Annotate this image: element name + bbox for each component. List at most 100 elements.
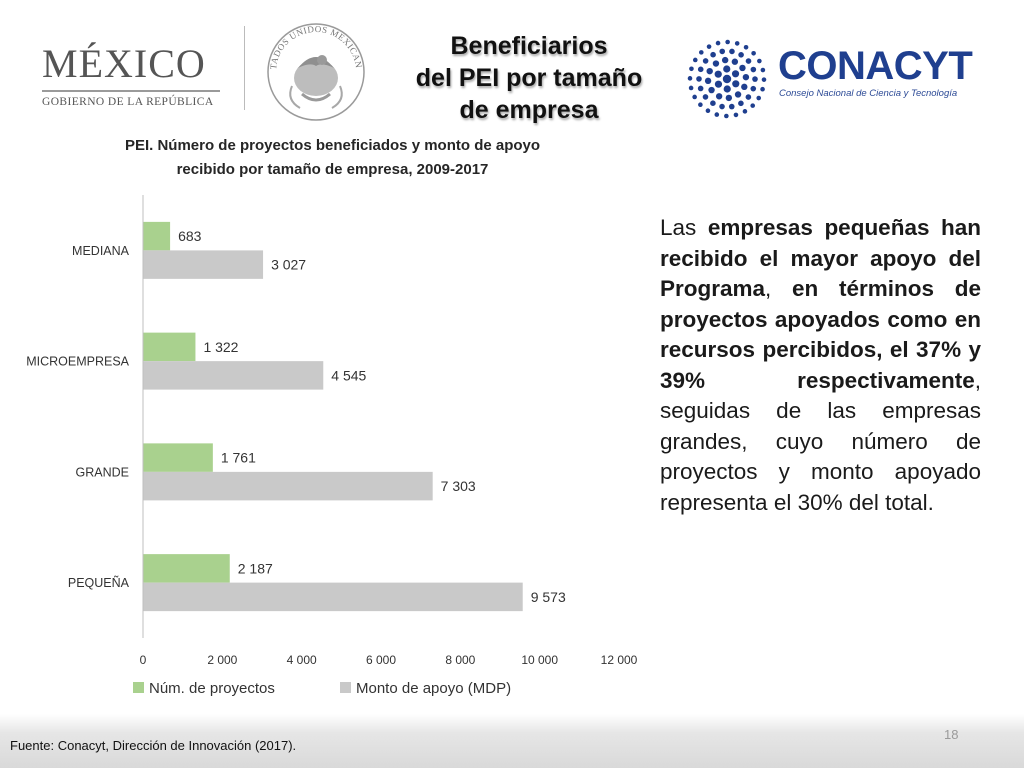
conacyt-dot	[688, 85, 694, 91]
conacyt-dot	[734, 91, 742, 98]
conacyt-dot	[760, 86, 765, 92]
x-tick-label: 10 000	[521, 653, 558, 667]
conacyt-dot	[731, 58, 739, 65]
conacyt-dot	[723, 85, 731, 93]
conacyt-dot	[728, 103, 735, 110]
body-text-bold-1: empresas pequeñas han recibido el mayor …	[660, 215, 982, 301]
conacyt-dot	[722, 74, 732, 84]
bar	[143, 221, 171, 251]
conacyt-dot	[696, 76, 702, 82]
conacyt-dot	[745, 94, 752, 100]
conacyt-dot	[689, 66, 694, 72]
conacyt-dot	[750, 103, 756, 108]
mexico-government-logo: MÉXICO GOBIERNO DE LA REPÚBLICA	[36, 40, 226, 112]
conacyt-dot	[698, 102, 703, 108]
slide-title-line-1: Beneficiarios	[450, 32, 608, 60]
conacyt-dot	[692, 94, 697, 100]
conacyt-dot	[725, 39, 730, 45]
conacyt-dots-icon	[687, 39, 767, 119]
conacyt-dot	[732, 80, 740, 88]
source-note: Fuente: Conacyt, Dirección de Innovación…	[10, 738, 297, 753]
data-label: 4 545	[331, 367, 366, 383]
conacyt-dot	[692, 57, 698, 63]
conacyt-dot	[738, 100, 744, 107]
conacyt-dot	[705, 108, 711, 114]
conacyt-dot	[719, 48, 726, 55]
header-divider	[244, 26, 245, 110]
conacyt-dot	[733, 112, 739, 118]
conacyt-dot	[739, 64, 746, 72]
conacyt-dot	[751, 50, 756, 56]
body-text-part-2: ,	[765, 276, 793, 301]
conacyt-dot	[734, 41, 740, 46]
conacyt-dot	[743, 44, 749, 50]
conacyt-dot	[750, 85, 757, 92]
mexico-logo-subtitle: GOBIERNO DE LA REPÚBLICA	[42, 96, 214, 108]
conacyt-dot	[721, 56, 729, 64]
x-tick-label: 0	[140, 653, 147, 667]
bar	[143, 443, 213, 472]
conacyt-dot	[725, 94, 733, 102]
bar	[143, 332, 196, 362]
conacyt-dot	[715, 93, 723, 100]
conacyt-dot	[756, 95, 762, 101]
body-text-part-1: Las	[660, 215, 708, 240]
body-text: Las empresas pequeñas han recibido el ma…	[660, 213, 981, 518]
legend-swatch	[133, 682, 144, 693]
conacyt-dot	[704, 77, 712, 85]
body-text-part-3: , seguidas de las empresas grandes, cuyo…	[660, 367, 981, 515]
conacyt-dot	[712, 60, 720, 67]
conacyt-dot	[714, 112, 720, 117]
conacyt-dot	[702, 94, 709, 100]
conacyt-dot	[706, 44, 712, 49]
conacyt-dot	[702, 58, 709, 64]
conacyt-dot	[760, 67, 766, 73]
conacyt-dot	[714, 70, 722, 78]
conacyt-dot	[710, 51, 716, 58]
conacyt-dot	[738, 52, 744, 58]
body-text-bold-2: en términos de proyectos apoyados como e…	[660, 276, 981, 393]
x-tick-label: 12 000	[601, 653, 638, 667]
footer-band	[0, 714, 1024, 768]
x-tick-label: 2 000	[207, 653, 237, 667]
data-label: 3 027	[271, 257, 306, 273]
category-label: MICROEMPRESA	[26, 355, 129, 369]
bar	[143, 471, 433, 501]
conacyt-dot	[742, 109, 748, 114]
conacyt-dot	[687, 76, 693, 81]
conacyt-dot	[719, 103, 725, 110]
legend-label: Núm. de proyectos	[149, 680, 275, 697]
conacyt-dot	[731, 70, 740, 78]
conacyt-dot	[752, 76, 758, 82]
conacyt-dot	[757, 58, 762, 64]
legend-label: Monto de apoyo (MDP)	[356, 680, 511, 697]
x-tick-label: 4 000	[287, 653, 317, 667]
conacyt-logo: CONACYT Consejo Nacional de Ciencia y Te…	[682, 34, 982, 124]
chart-title-line-1: PEI. Número de proyectos beneficiados y …	[124, 137, 541, 154]
page-number: 18	[944, 727, 959, 742]
data-label: 1 322	[203, 339, 238, 355]
data-label: 9 573	[531, 589, 566, 605]
bar	[143, 361, 324, 390]
x-tick-label: 8 000	[445, 653, 475, 667]
chart-title: PEI. Número de proyectos beneficiados y …	[60, 134, 605, 182]
conacyt-dot	[745, 58, 752, 64]
category-label: PEQUEÑA	[68, 576, 130, 590]
conacyt-dot	[710, 100, 716, 106]
conacyt-dot	[706, 67, 713, 75]
conacyt-dot	[697, 85, 704, 92]
data-label: 2 187	[238, 560, 273, 576]
conacyt-logo-name: CONACYT	[778, 44, 973, 88]
slide-title-line-3: de empresa	[459, 96, 599, 124]
conacyt-dot	[724, 113, 729, 119]
mexico-logo-word: MÉXICO	[42, 41, 206, 86]
data-label: 7 303	[441, 478, 476, 494]
conacyt-dot	[729, 48, 735, 55]
chart-title-line-2: recibido por tamaño de empresa, 2009-201…	[176, 161, 489, 178]
conacyt-logo-tagline: Consejo Nacional de Ciencia y Tecnología	[779, 88, 958, 99]
conacyt-dot	[708, 86, 715, 94]
national-seal-icon: ESTADOS UNIDOS MEXICANOS	[262, 16, 365, 121]
slide-title: Beneficiarios del PEI por tamaño de empr…	[390, 30, 668, 126]
